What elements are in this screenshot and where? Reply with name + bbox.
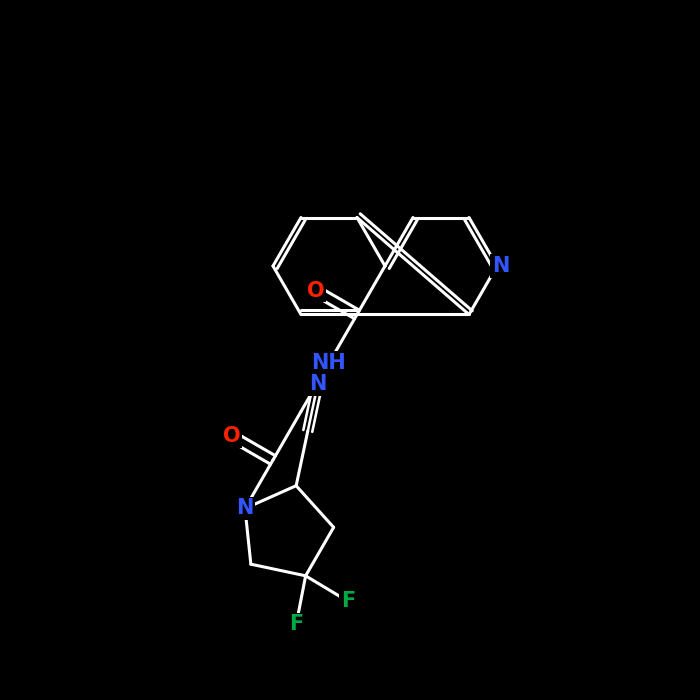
Text: F: F bbox=[341, 592, 355, 611]
Text: O: O bbox=[223, 426, 241, 446]
Text: F: F bbox=[289, 614, 303, 634]
Text: N: N bbox=[492, 256, 509, 276]
Text: NH: NH bbox=[312, 353, 346, 373]
Text: O: O bbox=[307, 281, 325, 301]
Text: N: N bbox=[237, 498, 253, 519]
Text: N: N bbox=[309, 374, 326, 394]
